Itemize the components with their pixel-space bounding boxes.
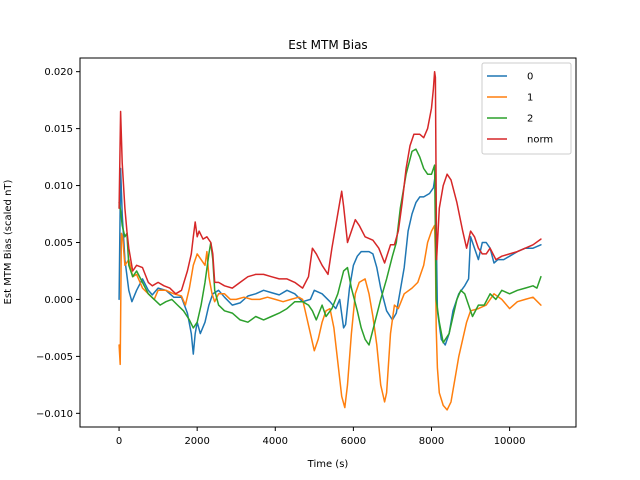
x-tick-label: 2000	[184, 436, 209, 447]
plot-area	[79, 57, 577, 428]
legend-entries: 0 1 2 norm	[487, 72, 553, 146]
legend-frame	[481, 62, 572, 155]
y-axis-label: Est MTM Bias (scaled nT)	[3, 179, 14, 304]
x-tick-label: 4000	[263, 436, 288, 447]
y-tick-label: 0.005	[44, 238, 73, 249]
y-tick-label: 0.010	[44, 181, 73, 192]
y-axis: −0.010 −0.005 0.000 0.005 0.010 0.015 0.020	[36, 67, 80, 420]
chart-title: Est MTM Bias	[288, 38, 367, 52]
x-tick-label: 8000	[419, 436, 444, 447]
y-tick-label: −0.005	[36, 352, 73, 363]
legend-label-2: 2	[527, 114, 533, 125]
y-tick-label: 0.000	[44, 295, 73, 306]
legend-label-1: 1	[527, 93, 533, 104]
y-tick-label: 0.015	[44, 124, 73, 135]
series-layer	[118, 70, 542, 411]
x-tick-label: 6000	[341, 436, 366, 447]
x-axis: 0 2000 4000 6000 8000 10000	[116, 427, 526, 447]
y-tick-label: 0.020	[44, 67, 73, 78]
legend-label-norm: norm	[527, 135, 553, 146]
y-tick-label: −0.010	[36, 409, 73, 420]
legend-label-0: 0	[527, 72, 533, 83]
series-line-1	[118, 224, 542, 411]
series-line-norm	[118, 70, 542, 295]
legend: 0 1 2 norm	[481, 62, 572, 155]
x-tick-label: 10000	[494, 436, 526, 447]
series-line-2	[118, 148, 542, 346]
x-tick-label: 0	[116, 436, 122, 447]
x-axis-label: Time (s)	[307, 459, 349, 470]
